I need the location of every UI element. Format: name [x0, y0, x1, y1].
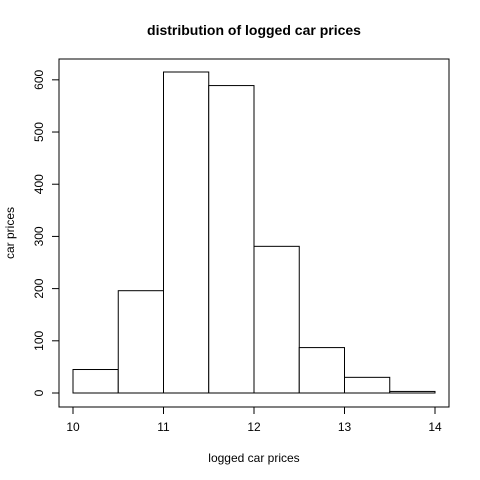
histogram-bar	[209, 86, 254, 393]
y-tick-label: 200	[32, 278, 46, 298]
bars-group	[73, 72, 435, 393]
x-tick-label: 11	[157, 420, 170, 434]
x-tick-label: 14	[428, 420, 442, 434]
y-axis-label: car prices	[3, 207, 17, 259]
x-axis-label: logged car prices	[208, 451, 299, 465]
histogram-bar	[345, 377, 390, 393]
x-tick-label: 13	[338, 420, 352, 434]
histogram-bar	[73, 370, 118, 393]
y-tick-label: 400	[32, 174, 46, 194]
x-tick-label: 10	[66, 420, 80, 434]
y-axis: 0 100 200 300 400 500 600	[32, 69, 59, 396]
histogram-bar	[390, 391, 435, 393]
histogram-bar	[118, 291, 163, 393]
histogram-bar	[254, 246, 299, 393]
y-tick-label: 600	[32, 69, 46, 89]
y-tick-label: 100	[32, 330, 46, 350]
y-tick-label: 0	[32, 389, 46, 396]
histogram-bar	[164, 72, 209, 393]
y-tick-label: 300	[32, 226, 46, 246]
chart-title: distribution of logged car prices	[147, 22, 361, 38]
x-tick-label: 12	[247, 420, 261, 434]
y-tick-label: 500	[32, 122, 46, 142]
histogram-bar	[299, 348, 344, 393]
x-axis: 10 11 12 13 14	[66, 407, 442, 434]
